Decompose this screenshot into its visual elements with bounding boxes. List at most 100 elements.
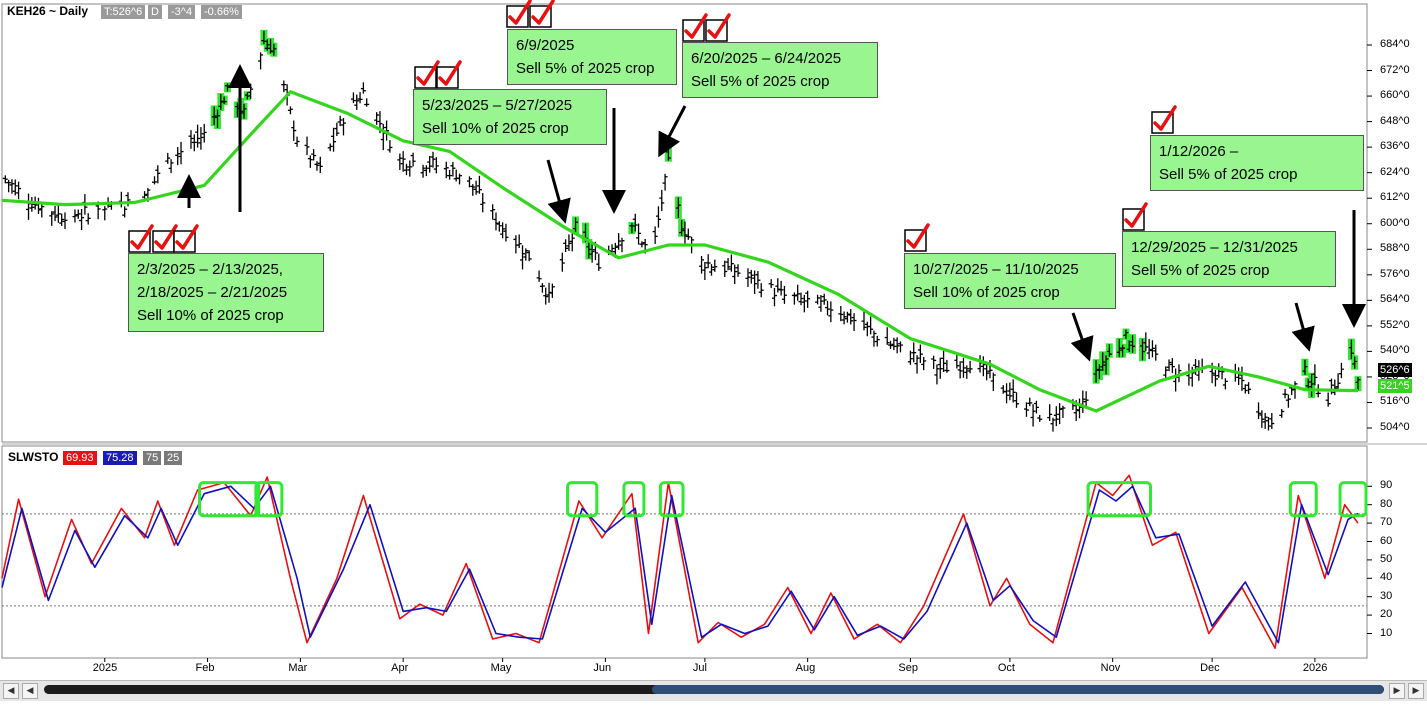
annotation-line: 5/23/2025 – 5/27/2025	[422, 97, 573, 114]
osc-axis-label: 90	[1380, 479, 1393, 492]
price-axis-label: 624^0	[1380, 165, 1410, 178]
annotation-feb: 2/3/2025 – 2/13/2025, 2/18/2025 – 2/21/2…	[128, 253, 324, 332]
annotation-line: 2/3/2025 – 2/13/2025,	[137, 261, 283, 278]
time-axis-label: Dec	[1200, 662, 1220, 674]
osc-peak-highlight	[254, 481, 284, 518]
price-axis-label: 684^0	[1380, 38, 1410, 50]
time-axis-label: May	[490, 662, 512, 674]
annotation-line: Sell 5% of 2025 crop	[1159, 166, 1298, 183]
time-axis-label: Aug	[795, 662, 816, 674]
price-axis-label: 540^0	[1380, 344, 1410, 357]
indicator-title: SLWSTO	[8, 450, 59, 464]
change-pct-badge: -0.66%	[201, 5, 242, 19]
time-axis-label: 2025	[92, 662, 118, 674]
osc-axis-label: 60	[1380, 534, 1393, 547]
annotation-line: Sell 5% of 2025 crop	[691, 73, 830, 90]
checkbox-icon	[529, 0, 555, 28]
annotation-jun9: 6/9/2025 Sell 5% of 2025 crop	[507, 29, 677, 85]
annotation-line: Sell 10% of 2025 crop	[913, 284, 1060, 301]
checkbox-icon	[414, 60, 440, 89]
horizontal-scrollbar[interactable]: ◀ ◀ ▶ ▶	[0, 680, 1427, 701]
time-axis-label: Jul	[692, 662, 707, 674]
signal-arrow	[1291, 302, 1315, 352]
annotation-may: 5/23/2025 – 5/27/2025 Sell 10% of 2025 c…	[413, 89, 607, 145]
price-axis-label: 504^0	[1380, 421, 1410, 433]
time-axis-label: Apr	[391, 662, 409, 674]
ma-price-tag: 521^5	[1378, 379, 1412, 393]
annotation-line: 6/20/2025 – 6/24/2025	[691, 50, 842, 67]
indicator-upper-level: 75	[143, 451, 162, 465]
indicator-k-value: 69.93	[63, 451, 97, 465]
indicator-d-value: 75.28	[103, 451, 137, 465]
annotation-jan: 1/12/2026 – Sell 5% of 2025 crop	[1150, 135, 1364, 191]
price-panel-frame	[1, 3, 1368, 443]
osc-peak-highlight	[622, 481, 646, 518]
checkbox-icon	[904, 223, 930, 252]
annotation-line: Sell 5% of 2025 crop	[1131, 262, 1270, 279]
annotation-line: Sell 5% of 2025 crop	[516, 60, 655, 77]
checkbox-icon	[1151, 105, 1177, 134]
osc-axis-label: 50	[1380, 552, 1393, 565]
checkbox-icon	[173, 224, 199, 253]
time-axis-label: Nov	[1100, 662, 1121, 674]
osc-axis-label: 10	[1380, 626, 1393, 639]
osc-axis-label: 80	[1380, 497, 1393, 510]
time-axis-label: Oct	[997, 662, 1015, 674]
last-price-tag: 526^6	[1378, 363, 1412, 377]
moving-average-line	[1, 90, 1359, 413]
price-axis-label: 600^0	[1380, 216, 1410, 229]
oscillator-panel-frame	[1, 445, 1368, 659]
price-axis-label: 564^0	[1380, 293, 1410, 306]
price-axis-label: 552^0	[1380, 318, 1410, 331]
price-axis-label: 588^0	[1380, 242, 1410, 255]
osc-peak-highlight	[198, 481, 261, 518]
indicator-lower-level: 25	[164, 451, 183, 465]
time-axis-label: Mar	[288, 662, 308, 674]
osc-axis-label: 20	[1380, 608, 1393, 621]
annotation-line: Sell 10% of 2025 crop	[422, 120, 569, 137]
osc-axis-label: 40	[1380, 571, 1393, 584]
osc-k-line	[1, 474, 1359, 650]
annotation-line: 12/29/2025 – 12/31/2025	[1131, 239, 1298, 256]
chart-title: KEH26 ~ Daily	[7, 4, 89, 18]
time-axis-label: 2026	[1302, 662, 1328, 674]
scroll-right-icon[interactable]: ▶	[1389, 683, 1405, 699]
osc-peak-highlight	[1086, 481, 1152, 518]
price-axis-label: 672^0	[1380, 63, 1410, 76]
price-axis-label: 576^0	[1380, 267, 1410, 280]
annotation-line: 2/18/2025 – 2/21/2025	[137, 284, 288, 301]
signal-arrow	[1070, 312, 1094, 362]
checkbox-icon	[506, 0, 532, 28]
time-axis-label: Jun	[593, 662, 612, 674]
annotation-oct: 10/27/2025 – 11/10/2025 Sell 10% of 2025…	[904, 253, 1116, 309]
osc-peak-highlight	[566, 481, 599, 518]
price-axis-label: 636^0	[1380, 140, 1410, 153]
scroll-left-icon[interactable]: ◀	[22, 683, 38, 699]
change-badge: -3^4	[168, 5, 196, 19]
price-axis-label: 648^0	[1380, 114, 1410, 127]
t-value-badge: T:526^6	[101, 5, 146, 19]
checkbox-icon	[128, 224, 154, 253]
osc-axis-label: 70	[1380, 516, 1393, 529]
osc-peak-highlight	[1288, 481, 1318, 518]
price-bars	[2, 30, 1361, 432]
checkbox-icon	[682, 13, 708, 42]
signal-arrow	[658, 105, 687, 158]
osc-d-line	[1, 485, 1359, 644]
scroll-last-icon[interactable]: ▶	[1408, 683, 1424, 699]
annotation-line: 6/9/2025	[516, 37, 575, 54]
time-axis-label: Sep	[898, 662, 918, 674]
osc-axis-label: 30	[1380, 589, 1393, 602]
annotation-line: 10/27/2025 – 11/10/2025	[913, 261, 1079, 278]
direction-badge: D	[148, 5, 162, 19]
scroll-thumb[interactable]	[652, 685, 1384, 694]
signal-arrow	[546, 159, 571, 224]
price-axis-label: 612^0	[1380, 191, 1410, 204]
price-axis-label: 660^0	[1380, 89, 1410, 102]
osc-peak-highlight	[1338, 481, 1368, 518]
checkbox-icon	[152, 224, 178, 253]
scroll-first-icon[interactable]: ◀	[3, 683, 19, 699]
time-axis-label: Feb	[195, 662, 215, 674]
